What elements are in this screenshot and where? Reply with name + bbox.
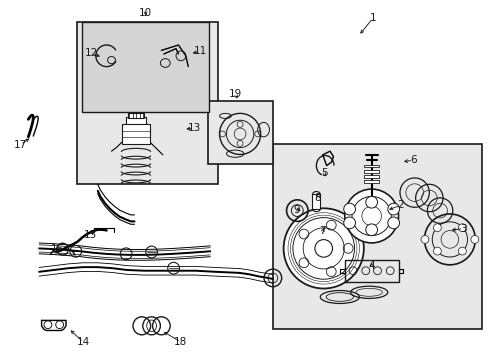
Bar xyxy=(77,22,217,184)
Bar xyxy=(363,180,379,183)
Bar xyxy=(344,260,398,282)
Text: 2: 2 xyxy=(397,200,404,210)
Text: 11: 11 xyxy=(193,46,207,56)
Text: 10: 10 xyxy=(139,8,152,18)
Circle shape xyxy=(314,240,332,257)
Circle shape xyxy=(420,235,428,243)
Circle shape xyxy=(387,217,399,229)
Bar xyxy=(122,124,150,144)
Text: 13: 13 xyxy=(187,123,201,133)
Text: 6: 6 xyxy=(409,155,416,165)
Text: 12: 12 xyxy=(85,48,99,58)
Text: 15: 15 xyxy=(83,230,97,240)
Text: 16: 16 xyxy=(51,244,64,254)
Bar xyxy=(207,101,272,164)
Circle shape xyxy=(470,235,478,243)
Text: 3: 3 xyxy=(459,224,466,234)
Text: 5: 5 xyxy=(320,168,327,178)
Circle shape xyxy=(343,203,355,215)
Bar xyxy=(126,117,145,126)
Text: 4: 4 xyxy=(367,261,374,271)
Bar xyxy=(363,170,379,173)
Circle shape xyxy=(458,224,466,231)
Circle shape xyxy=(365,196,377,208)
Bar xyxy=(312,194,320,209)
Text: 8: 8 xyxy=(314,193,321,203)
Circle shape xyxy=(343,217,355,229)
Bar xyxy=(363,165,379,167)
Bar xyxy=(82,22,209,112)
Circle shape xyxy=(365,224,377,236)
Text: 19: 19 xyxy=(228,89,242,99)
Bar xyxy=(128,113,143,118)
Circle shape xyxy=(458,247,466,255)
Circle shape xyxy=(433,224,441,231)
Circle shape xyxy=(283,208,363,288)
Circle shape xyxy=(387,203,399,215)
Text: 18: 18 xyxy=(174,337,187,347)
Text: 9: 9 xyxy=(293,204,300,215)
Bar xyxy=(363,175,379,178)
Bar xyxy=(272,144,481,329)
Text: 17: 17 xyxy=(14,140,27,150)
Text: 14: 14 xyxy=(76,337,90,347)
Text: 7: 7 xyxy=(319,226,325,237)
Circle shape xyxy=(344,189,398,243)
Text: 1: 1 xyxy=(369,13,376,23)
Circle shape xyxy=(433,247,441,255)
